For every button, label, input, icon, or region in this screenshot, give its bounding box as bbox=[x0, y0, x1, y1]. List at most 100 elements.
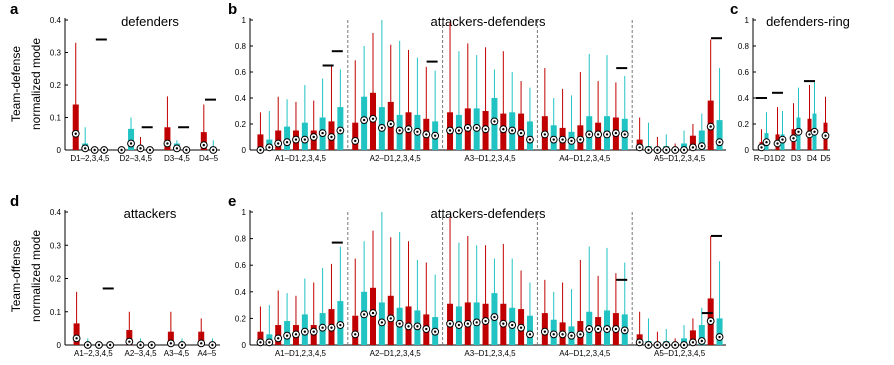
median-dot-d-3-1 bbox=[211, 343, 214, 347]
box-b-1-0 bbox=[352, 122, 359, 150]
median-dot-e-4-2 bbox=[656, 343, 659, 347]
median-dot-b-4-5 bbox=[682, 148, 686, 152]
ylabel-top: normalized mode bbox=[29, 38, 43, 130]
median-dot-a-2-1 bbox=[175, 147, 179, 150]
median-dot-d-0-3 bbox=[108, 343, 112, 347]
panels: a defenders 0 0.1 0.2 0.3 0.4 D1–2,3,4,5 D2–3,4,… bbox=[10, 1, 850, 358]
median-dot-e-3-6 bbox=[596, 327, 600, 331]
group-label-b-4: A5–D1,2,3,4,5 bbox=[654, 154, 706, 163]
panel-a: a defenders 0 0.1 0.2 0.3 0.4 D1–2,3,4,5 D2–3,4,… bbox=[10, 1, 220, 163]
median-dot-b-0-7 bbox=[321, 131, 324, 135]
median-dot-b-0-0 bbox=[259, 148, 262, 152]
median-dot-d-2-1 bbox=[180, 343, 184, 347]
y-tick-label-b-5: 1 bbox=[242, 16, 247, 25]
median-dot-b-4-8 bbox=[709, 125, 712, 128]
median-dot-a-1-0 bbox=[120, 148, 123, 152]
median-dot-e-2-7 bbox=[511, 323, 514, 327]
group-label-e-4: A5–D1,2,3,4,5 bbox=[654, 349, 706, 358]
median-dot-b-2-2 bbox=[466, 126, 469, 130]
median-dot-a-0-2 bbox=[93, 148, 96, 152]
median-dot-c-3-1 bbox=[813, 130, 816, 133]
median-dot-d-3-0 bbox=[200, 342, 203, 345]
median-dot-e-0-8 bbox=[330, 326, 333, 329]
median-dot-e-4-6 bbox=[691, 341, 695, 344]
y-tick-label-b-3: 0.6 bbox=[235, 68, 247, 77]
y-tick-label-b-2: 0.4 bbox=[235, 94, 247, 103]
median-dot-b-3-3 bbox=[570, 139, 573, 143]
median-dot-a-0-3 bbox=[102, 148, 106, 152]
median-dot-a-1-2 bbox=[139, 147, 142, 150]
median-dot-e-0-2 bbox=[277, 337, 280, 340]
panel-title-c: defenders-ring bbox=[766, 14, 850, 29]
median-dot-e-1-9 bbox=[433, 330, 437, 333]
group-label-d-1: A2–3,4,5 bbox=[124, 349, 157, 358]
median-dot-e-0-3 bbox=[285, 334, 289, 337]
panel-c: c defenders-ring 0 0.2 0.4 0.6 0.8 1 R–D1 D2 D3 D4 D… bbox=[730, 1, 850, 163]
group-label-e-1: A2–D1,2,3,4,5 bbox=[370, 349, 422, 358]
panel-b: b attackers-defenders 0 0.2 0.4 0.6 0.8 1 A1–D1,… bbox=[228, 1, 726, 163]
median-dot-b-1-4 bbox=[389, 122, 392, 126]
median-dot-b-0-9 bbox=[339, 129, 342, 132]
median-dot-b-0-1 bbox=[268, 146, 271, 149]
median-dot-b-4-7 bbox=[700, 144, 703, 148]
median-dot-e-3-2 bbox=[561, 333, 564, 336]
box-d-3-0 bbox=[198, 331, 205, 345]
y-tick-label-d-0: 0 bbox=[57, 341, 62, 350]
median-dot-a-2-2 bbox=[185, 148, 188, 152]
median-dot-e-1-7 bbox=[416, 325, 419, 328]
median-dot-b-1-1 bbox=[362, 118, 366, 122]
median-dot-c-2-0 bbox=[792, 137, 795, 140]
y-tick-label-e-1: 0.2 bbox=[235, 314, 247, 323]
group-label-c-3: D4 bbox=[807, 154, 818, 163]
median-dot-b-3-5 bbox=[588, 133, 591, 136]
median-dot-e-0-4 bbox=[294, 333, 298, 336]
median-dot-b-0-8 bbox=[330, 135, 333, 139]
y-tick-label-e-2: 0.4 bbox=[235, 288, 247, 297]
y-tick-label-c-1: 0.2 bbox=[738, 120, 750, 129]
box-e-4-7 bbox=[698, 325, 705, 345]
box-e-4-9 bbox=[716, 318, 723, 345]
box-e-1-1 bbox=[361, 291, 368, 345]
median-dot-e-4-1 bbox=[647, 343, 650, 347]
group-label-e-2: A3–D1,2,3,4,5 bbox=[464, 349, 516, 358]
y-tick-label-c-4: 0.8 bbox=[738, 42, 750, 51]
median-dot-e-3-3 bbox=[570, 334, 573, 337]
median-dot-a-2-0 bbox=[166, 142, 169, 145]
median-dot-b-0-2 bbox=[277, 142, 280, 145]
median-dot-b-0-4 bbox=[294, 138, 298, 141]
median-dot-c-0-0 bbox=[760, 146, 763, 149]
median-dot-d-1-2 bbox=[150, 343, 153, 347]
median-dot-d-2-0 bbox=[169, 342, 173, 345]
panel-title-e: attackers-defenders bbox=[431, 206, 546, 221]
median-dot-b-4-6 bbox=[691, 146, 695, 149]
median-dot-e-1-2 bbox=[371, 311, 375, 315]
box-b-4-7 bbox=[698, 130, 705, 150]
median-dot-e-1-3 bbox=[380, 321, 384, 324]
group-label-c-0: R–D1 bbox=[754, 154, 775, 163]
median-dot-a-1-3 bbox=[148, 148, 152, 152]
median-dot-b-1-6 bbox=[407, 128, 410, 131]
group-label-b-0: A1–D1,2,3,4,5 bbox=[275, 154, 327, 163]
median-dot-b-1-2 bbox=[371, 117, 375, 121]
median-dot-e-3-8 bbox=[614, 327, 618, 331]
median-dot-b-4-0 bbox=[638, 146, 641, 149]
median-dot-e-1-0 bbox=[354, 333, 357, 336]
panel-d: d attackers 0 0.1 0.2 0.3 0.4 A1–2,3,4,5 A2–3,4,… bbox=[10, 193, 220, 358]
median-dot-a-0-0 bbox=[74, 132, 77, 135]
median-dot-e-0-0 bbox=[259, 341, 262, 344]
group-label-b-1: A2–D1,2,3,4,5 bbox=[370, 154, 422, 163]
median-dot-b-1-9 bbox=[433, 134, 437, 137]
y-tick-label-b-0: 0 bbox=[242, 146, 247, 155]
y-tick-label-e-3: 0.6 bbox=[235, 261, 247, 270]
median-dot-a-3-1 bbox=[212, 148, 215, 152]
box-a-1-1 bbox=[128, 128, 135, 150]
median-dot-d-0-1 bbox=[86, 343, 89, 347]
row-label-team-offense: Team-offense bbox=[9, 239, 23, 312]
median-dot-e-4-9 bbox=[718, 335, 721, 339]
median-dot-b-2-8 bbox=[519, 131, 523, 135]
group-label-c-1: D2 bbox=[775, 154, 786, 163]
median-dot-b-4-1 bbox=[647, 148, 650, 152]
box-b-0-0 bbox=[257, 134, 264, 150]
median-dot-e-2-2 bbox=[466, 322, 469, 325]
median-dot-c-3-0 bbox=[808, 133, 811, 136]
